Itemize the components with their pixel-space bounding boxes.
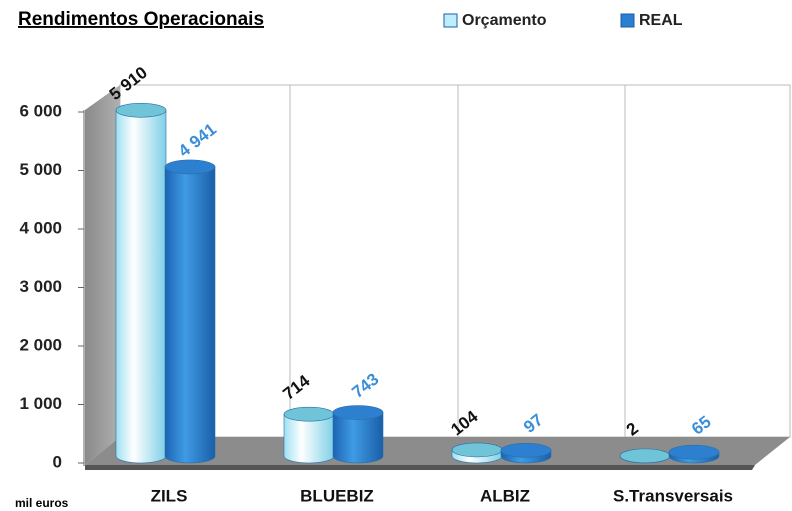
legend-label: Orçamento bbox=[462, 12, 547, 29]
cylinder bbox=[619, 448, 671, 464]
x-tick-label: BLUEBIZ bbox=[300, 486, 374, 505]
cylinder bbox=[668, 444, 720, 464]
bar bbox=[332, 412, 384, 464]
floor bbox=[85, 437, 790, 465]
bar bbox=[164, 166, 216, 464]
x-tick-label: ALBIZ bbox=[480, 486, 530, 505]
x-tick-label: ZILS bbox=[151, 486, 188, 505]
bar bbox=[283, 413, 335, 464]
y-tick-label: 6 000 bbox=[19, 101, 62, 120]
cylinder bbox=[332, 405, 384, 464]
y-tick-label: 4 000 bbox=[19, 218, 62, 237]
bar-top bbox=[283, 406, 335, 422]
legend-swatch bbox=[443, 13, 458, 28]
side-wall bbox=[85, 85, 120, 465]
y-tick-label: 0 bbox=[53, 452, 62, 471]
legend-swatch bbox=[620, 13, 635, 28]
y-tick-label: 5 000 bbox=[19, 160, 62, 179]
bar-top bbox=[668, 444, 720, 460]
x-tick-label: S.Transversais bbox=[613, 486, 733, 505]
cylinder bbox=[283, 406, 335, 464]
chart-title: Rendimentos Operacionais bbox=[18, 9, 264, 30]
bar-top bbox=[619, 448, 671, 464]
bar-top bbox=[115, 102, 167, 118]
floor-edge bbox=[85, 465, 755, 470]
bar-top bbox=[332, 405, 384, 420]
cylinder bbox=[164, 159, 216, 464]
cylinder bbox=[451, 442, 503, 464]
cylinder bbox=[500, 443, 552, 464]
bar-top bbox=[500, 443, 552, 458]
y-tick-label: 3 000 bbox=[19, 277, 62, 296]
bar-top bbox=[164, 159, 216, 175]
y-tick-label: 1 000 bbox=[19, 394, 62, 413]
y-tick-label: 2 000 bbox=[19, 335, 62, 354]
back-wall bbox=[119, 84, 791, 438]
y-unit: mil euros bbox=[15, 496, 69, 510]
cylinder bbox=[115, 102, 167, 464]
bar bbox=[115, 109, 167, 464]
legend-label: REAL bbox=[639, 12, 683, 29]
bar-top bbox=[451, 442, 503, 458]
